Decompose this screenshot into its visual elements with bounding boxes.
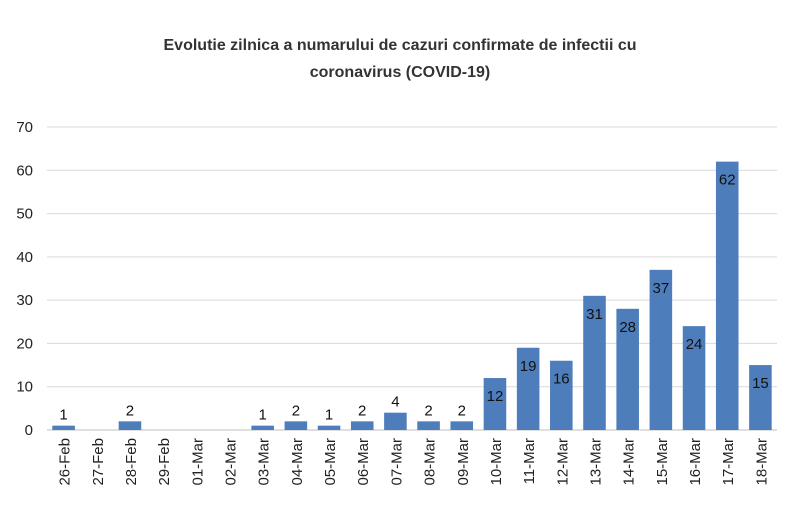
- y-tick-label: 10: [16, 379, 33, 396]
- x-tick-label: 04-Mar: [289, 438, 306, 486]
- data-label: 37: [653, 280, 670, 297]
- data-label: 2: [424, 402, 432, 419]
- y-tick-label: 30: [16, 292, 33, 309]
- x-tick-label: 10-Mar: [488, 438, 505, 486]
- bar: [715, 161, 739, 430]
- x-tick-label: 02-Mar: [223, 438, 240, 486]
- y-tick-label: 70: [16, 119, 33, 136]
- bar: [118, 421, 142, 430]
- data-label: 16: [553, 371, 570, 388]
- data-label: 28: [619, 319, 636, 336]
- y-tick-label: 50: [16, 206, 33, 223]
- x-tick-label: 08-Mar: [422, 438, 439, 486]
- bar: [682, 326, 706, 430]
- data-label: 15: [752, 375, 769, 392]
- bar: [52, 425, 75, 430]
- bar: [251, 425, 274, 430]
- x-tick-label: 15-Mar: [654, 438, 671, 486]
- x-tick-label: 07-Mar: [388, 438, 405, 486]
- y-tick-label: 60: [16, 162, 33, 179]
- y-tick-label: 20: [16, 335, 33, 352]
- bar: [317, 425, 341, 430]
- chart-title-line-2: coronavirus (COVID-19): [309, 64, 491, 81]
- bar: [384, 412, 407, 430]
- x-tick-label: 28-Feb: [123, 438, 140, 486]
- data-label: 2: [126, 402, 134, 419]
- bar: [583, 295, 606, 430]
- x-tick-label: 09-Mar: [455, 438, 472, 486]
- data-label: 19: [520, 358, 537, 375]
- x-tick-label: 29-Feb: [156, 438, 173, 486]
- chart-title: Evolutie zilnica a numarului de cazuri c…: [0, 32, 800, 86]
- data-label: 1: [325, 407, 333, 424]
- x-tick-label: 06-Mar: [355, 438, 372, 486]
- x-tick-label: 03-Mar: [256, 438, 273, 486]
- bar: [483, 378, 507, 430]
- data-label: 12: [487, 388, 504, 405]
- data-label: 2: [292, 402, 300, 419]
- x-tick-label: 13-Mar: [588, 438, 605, 486]
- x-tick-label: 11-Mar: [521, 438, 538, 484]
- x-tick-label: 18-Mar: [753, 438, 770, 486]
- x-tick-label: 01-Mar: [189, 438, 206, 486]
- x-tick-label: 26-Feb: [57, 438, 74, 486]
- data-label: 1: [59, 407, 67, 424]
- y-tick-label: 0: [25, 422, 33, 439]
- data-label: 2: [358, 402, 366, 419]
- bar: [649, 269, 673, 430]
- data-label: 24: [686, 336, 703, 353]
- data-label: 4: [391, 394, 399, 411]
- bar: [749, 365, 772, 430]
- data-label: 1: [259, 407, 267, 424]
- x-tick-label: 27-Feb: [90, 438, 107, 486]
- bar: [516, 347, 540, 430]
- x-tick-label: 17-Mar: [720, 438, 737, 486]
- bar: [284, 421, 308, 430]
- x-tick-label: 12-Mar: [554, 438, 571, 486]
- data-label: 31: [586, 306, 603, 323]
- bar: [450, 421, 474, 430]
- data-label: 62: [719, 172, 736, 189]
- y-tick-label: 40: [16, 249, 33, 266]
- bar: [550, 360, 573, 430]
- chart-title-line-1: Evolutie zilnica a numarului de cazuri c…: [163, 37, 637, 54]
- x-tick-label: 14-Mar: [621, 438, 638, 486]
- bar: [616, 308, 639, 430]
- data-label: 2: [458, 402, 466, 419]
- x-tick-label: 16-Mar: [687, 438, 704, 486]
- bar: [350, 421, 374, 430]
- x-tick-label: 05-Mar: [322, 438, 339, 486]
- bar: [417, 421, 440, 430]
